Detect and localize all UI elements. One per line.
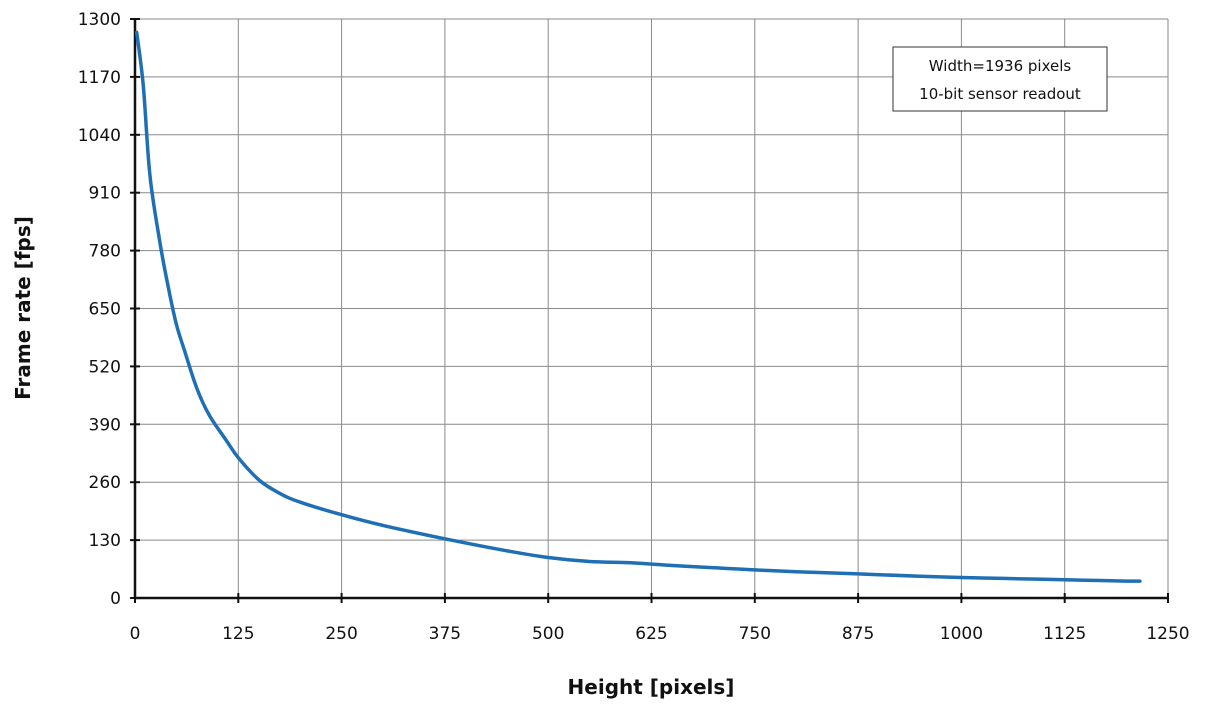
y-tick-label: 780: [89, 242, 121, 262]
x-tick-label: 125: [222, 624, 254, 644]
annotation-box: Width=1936 pixels 10-bit sensor readout: [892, 46, 1108, 112]
y-tick-label: 520: [89, 357, 121, 377]
y-tick-label: 0: [110, 589, 121, 609]
annotation-line-readout: 10-bit sensor readout: [919, 85, 1081, 103]
y-tick-label: 260: [89, 473, 121, 493]
x-tick-label: 1250: [1146, 624, 1189, 644]
annotation-line-width: Width=1936 pixels: [929, 57, 1072, 75]
y-tick-label: 910: [89, 184, 121, 204]
grid-lines: [135, 18, 1169, 598]
y-tick-label: 650: [89, 300, 121, 320]
y-axis-ticks: 0 130 260 390 520 650 780 910 1040 1170 1300: [78, 10, 140, 609]
x-tick-label: 750: [739, 624, 771, 644]
x-tick-label: 250: [325, 624, 357, 644]
y-axis-title: Frame rate [fps]: [11, 216, 35, 400]
x-axis-ticks: 0 125 250 375 500 625 750 875 1000 1125 1250: [130, 593, 1190, 644]
x-tick-label: 875: [842, 624, 874, 644]
y-tick-label: 130: [89, 531, 121, 551]
x-axis-title: Height [pixels]: [568, 675, 735, 699]
y-tick-label: 1170: [78, 68, 121, 88]
frame-rate-series-line: [134, 30, 1142, 583]
x-tick-label: 500: [532, 624, 564, 644]
x-tick-label: 1125: [1043, 624, 1086, 644]
y-tick-label: 1300: [78, 10, 121, 30]
x-tick-label: 625: [635, 624, 667, 644]
x-tick-label: 1000: [940, 624, 983, 644]
x-tick-label: 0: [130, 624, 141, 644]
series-group: [134, 30, 1142, 583]
y-tick-label: 1040: [78, 126, 121, 146]
y-tick-label: 390: [89, 415, 121, 435]
x-tick-label: 375: [429, 624, 461, 644]
